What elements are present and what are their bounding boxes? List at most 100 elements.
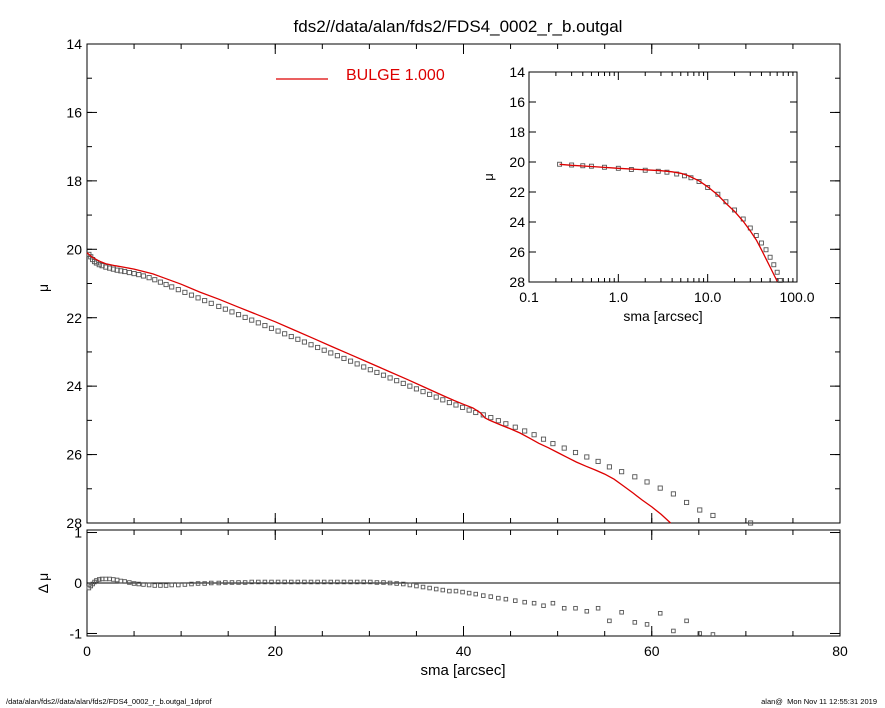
residual-data-point [216, 580, 222, 586]
residual-data-point [136, 581, 142, 587]
residual-data-point [146, 582, 152, 588]
main-data-point [495, 418, 501, 424]
residual-data-point [584, 609, 590, 614]
main-data-point [480, 412, 486, 418]
residual-data-point [361, 579, 366, 585]
residual-data-point [573, 605, 578, 611]
main-data-point [550, 441, 556, 447]
inset-model-line [559, 163, 778, 282]
main-data-point [202, 298, 208, 304]
residual-data-point [697, 631, 703, 636]
main-data-point [152, 277, 158, 283]
main-data-point [606, 464, 612, 470]
residual-data-point [374, 580, 380, 585]
residual-data-point [632, 620, 638, 625]
main-panel: 14 16 18 20 22 24 26 28 μ [35, 36, 841, 531]
inset-ytick-label: 18 [509, 124, 525, 140]
inset-data-point [759, 240, 764, 246]
residual-xtick-label: 60 [644, 643, 660, 659]
inset-data-point [664, 169, 670, 175]
main-data-point [670, 491, 676, 497]
residual-data-point [440, 587, 446, 593]
main-data-point [288, 333, 294, 340]
inset-data-point [774, 269, 780, 275]
main-data-point [466, 407, 472, 413]
residual-data-point [550, 600, 556, 606]
residual-data-point [282, 579, 287, 585]
residual-data-point [195, 581, 201, 586]
main-data-point [433, 394, 439, 400]
main-ytick-label: 18 [66, 173, 82, 189]
main-data-point [522, 428, 528, 434]
inset-xtick-label: 1.0 [609, 289, 629, 305]
inset-panel: 0.1 1.0 10.0 100.0 14 16 18 20 22 24 26 28 μ sma [arc… [481, 64, 815, 324]
main-data-point [387, 375, 393, 381]
main-data-point [249, 317, 255, 323]
inset-data-point [777, 278, 783, 283]
residual-data-point [671, 628, 676, 634]
inset-ytick-label: 26 [509, 244, 525, 260]
main-data-point [328, 350, 334, 356]
residual-data-point [496, 595, 501, 601]
main-data-point [175, 287, 181, 293]
main-data-point [420, 389, 426, 395]
main-data-point [282, 331, 288, 337]
inset-data-point [767, 254, 773, 260]
main-data-point [710, 512, 716, 519]
main-data-point [657, 485, 663, 491]
main-ytick-label: 20 [66, 241, 82, 257]
residual-data-point [453, 588, 459, 594]
residual-data-point [103, 576, 109, 582]
main-ytick-label: 16 [66, 104, 82, 120]
residual-data-point [348, 579, 353, 585]
residual-data-point [302, 579, 307, 585]
inset-ytick-label: 14 [509, 64, 525, 80]
residual-data-point [131, 581, 137, 586]
residual-data-point [420, 584, 426, 590]
residual-data-point [513, 598, 518, 603]
main-data-point [427, 391, 433, 397]
main-data-point [315, 344, 321, 351]
residual-data-point [321, 579, 327, 585]
main-data-point [182, 289, 188, 295]
residual-data-point [710, 632, 716, 637]
residual-data-point [561, 605, 567, 611]
residual-xtick-label: 20 [267, 643, 283, 659]
residual-xtick-label: 80 [832, 643, 848, 659]
main-data-point [295, 336, 301, 342]
main-data-point [374, 369, 380, 376]
main-ylabel: μ [35, 284, 51, 292]
residual-data-point [176, 582, 181, 588]
residual-data-point [488, 594, 494, 599]
residual-data-point [141, 582, 146, 587]
residual-xlabel: sma [arcsec] [420, 662, 505, 679]
residual-xtick-label: 40 [456, 643, 472, 659]
main-data-point [572, 449, 579, 456]
main-data-point [301, 339, 307, 345]
main-data-point [216, 303, 222, 309]
main-data-point [188, 292, 195, 298]
main-ytick-label: 24 [66, 378, 82, 394]
residual-data-point [341, 579, 347, 585]
residual-ytick-label: 1 [74, 525, 82, 541]
residual-data-point [522, 599, 527, 605]
residual-data-point [401, 581, 406, 587]
residual-data-point [269, 579, 274, 585]
residual-data-point [315, 579, 320, 585]
residual-data-point [275, 579, 281, 585]
main-data-point [619, 469, 625, 475]
main-data-point [595, 458, 601, 464]
main-data-point [540, 436, 547, 442]
inset-frame [528, 71, 798, 283]
main-data-point [446, 400, 452, 406]
main-data-point [584, 454, 590, 460]
main-data-point [136, 272, 142, 278]
main-data-point [163, 281, 169, 288]
main-data-point [229, 309, 235, 315]
main-data-point [341, 355, 347, 361]
residual-data-point [595, 605, 601, 611]
main-data-point [321, 347, 327, 353]
main-data-point [413, 386, 419, 392]
main-data-point [361, 364, 367, 370]
